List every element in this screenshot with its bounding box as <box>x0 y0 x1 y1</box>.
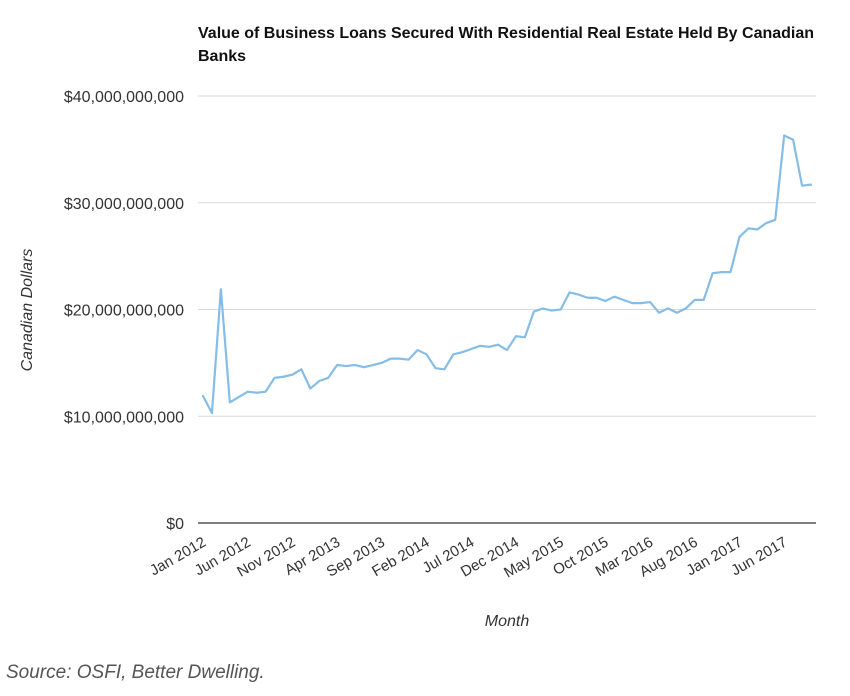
y-tick-label: $30,000,000,000 <box>64 196 184 213</box>
series-line <box>201 134 813 415</box>
y-tick-label: $0 <box>166 516 184 533</box>
y-tick-label: $20,000,000,000 <box>64 303 184 320</box>
source-note: Source: OSFI, Better Dwelling. <box>6 662 265 683</box>
x-axis-label: Month <box>484 613 530 630</box>
y-tick-label: $10,000,000,000 <box>64 409 184 426</box>
chart-title: Value of Business Loans Secured With Res… <box>198 25 815 65</box>
y-tick-label: $40,000,000,000 <box>64 89 184 106</box>
